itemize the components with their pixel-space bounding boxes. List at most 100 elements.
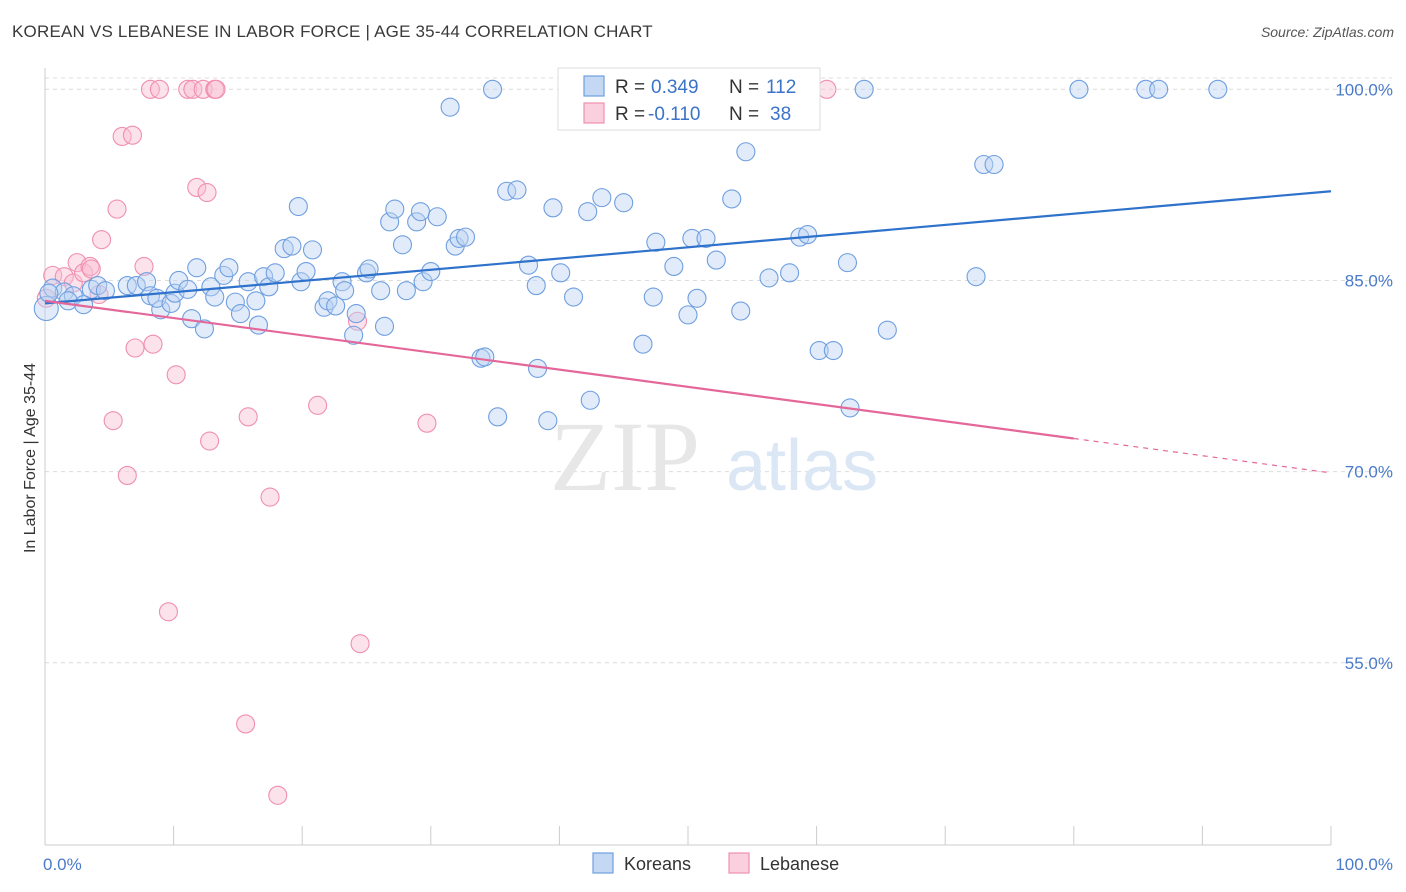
y-axis-label: In Labor Force | Age 35-44 xyxy=(22,363,39,553)
y-tick-label-1: 85.0% xyxy=(1345,271,1393,290)
legend-r-label-2: R = xyxy=(615,104,645,125)
korean-point xyxy=(396,281,416,301)
korean-point xyxy=(151,300,171,320)
korean-point xyxy=(488,407,508,427)
korean-point xyxy=(518,255,539,275)
korean-point xyxy=(265,263,285,283)
korean-point xyxy=(248,315,269,335)
korean-point xyxy=(282,236,302,256)
korean-point xyxy=(230,304,251,324)
korean-point xyxy=(95,281,115,301)
korean-point xyxy=(1149,79,1169,99)
watermark-atlas: atlas xyxy=(726,426,878,506)
korean-point xyxy=(984,154,1004,175)
legend-swatch-koreans xyxy=(583,75,605,97)
lebanese-point xyxy=(238,407,258,427)
lebanese-points xyxy=(36,79,837,805)
lebanese-point xyxy=(125,338,145,358)
korean-point xyxy=(194,319,215,339)
korean-point xyxy=(288,197,308,217)
y-tick-labels: 100.0% 85.0% 70.0% 55.0% xyxy=(1335,80,1393,672)
korean-point xyxy=(731,301,751,321)
lebanese-trend-extension xyxy=(1073,437,1332,474)
watermark-zip: ZIP xyxy=(550,401,700,512)
korean-point xyxy=(687,288,707,308)
x-tick-labels: 0.0% 100.0% xyxy=(43,855,1393,874)
legend-n-value-1: 112 xyxy=(766,77,796,98)
korean-point xyxy=(1208,79,1228,99)
bottom-legend-swatch-koreans xyxy=(592,852,614,874)
legend-r-value-1: 0.349 xyxy=(651,77,699,98)
korean-point xyxy=(664,256,684,276)
korean-point xyxy=(225,292,245,312)
korean-point xyxy=(538,411,558,431)
korean-point xyxy=(427,207,447,227)
korean-point xyxy=(837,253,858,273)
axes xyxy=(44,68,1332,846)
lebanese-point xyxy=(158,602,179,622)
lebanese-point xyxy=(112,126,132,147)
korean-point xyxy=(346,304,366,324)
lebanese-point xyxy=(107,199,127,219)
legend-swatch-lebanese xyxy=(583,102,605,124)
korean-point xyxy=(326,296,346,316)
x-tick-label-1: 100.0% xyxy=(1335,855,1393,874)
legend-n-label-2: N = xyxy=(729,104,759,125)
lebanese-point xyxy=(817,79,837,99)
lebanese-point xyxy=(260,487,280,507)
korean-point xyxy=(563,287,584,307)
lebanese-trend-line xyxy=(44,299,1074,440)
korean-point xyxy=(219,258,239,278)
lebanese-point xyxy=(81,259,101,279)
korean-point xyxy=(246,291,266,311)
legend-r-label-1: R = xyxy=(615,77,645,98)
korean-point xyxy=(335,281,355,301)
korean-point xyxy=(161,293,181,313)
korean-point xyxy=(259,277,279,297)
korean-point xyxy=(344,325,364,345)
chart-title: KOREAN VS LEBANESE IN LABOR FORCE | AGE … xyxy=(12,22,653,41)
lebanese-point xyxy=(350,634,370,654)
watermark: ZIP atlas xyxy=(550,401,878,512)
korean-point xyxy=(407,212,427,232)
lebanese-point xyxy=(166,365,186,385)
korean-point xyxy=(302,240,323,260)
korean-point xyxy=(359,259,379,279)
korean-trend-line xyxy=(44,190,1332,305)
korean-point xyxy=(421,261,441,282)
lebanese-point xyxy=(143,334,163,354)
lebanese-point xyxy=(122,125,142,145)
korean-point xyxy=(410,202,431,222)
lebanese-point xyxy=(149,79,170,99)
korean-point xyxy=(759,268,779,288)
lebanese-point xyxy=(187,177,207,197)
korean-point xyxy=(706,250,726,270)
korean-point xyxy=(507,180,527,200)
korean-point xyxy=(854,79,874,99)
bottom-legend-label-koreans: Koreans xyxy=(624,854,691,874)
korean-point xyxy=(187,258,207,278)
korean-point xyxy=(736,142,756,162)
lebanese-point xyxy=(197,182,217,203)
korean-point xyxy=(966,267,986,287)
korean-point xyxy=(526,276,546,296)
gridlines xyxy=(45,77,1392,664)
korean-point xyxy=(39,283,59,303)
lebanese-point xyxy=(417,413,437,433)
korean-point xyxy=(374,316,395,336)
source-credit: Source: ZipAtlas.com xyxy=(1260,24,1394,40)
lebanese-point xyxy=(178,79,198,99)
lebanese-point xyxy=(183,79,203,99)
korean-point xyxy=(580,390,600,410)
bottom-legend-label-lebanese: Lebanese xyxy=(760,854,839,874)
legend-n-label-1: N = xyxy=(729,77,759,98)
bottom-legend: Koreans Lebanese xyxy=(592,852,839,874)
korean-point xyxy=(371,281,391,301)
trend-lines xyxy=(44,190,1332,474)
lebanese-point xyxy=(67,253,87,273)
legend-r-value-2: -0.110 xyxy=(648,104,700,125)
korean-point xyxy=(696,228,716,248)
korean-point xyxy=(974,154,994,175)
korean-point xyxy=(43,278,63,298)
korean-point xyxy=(440,97,460,117)
